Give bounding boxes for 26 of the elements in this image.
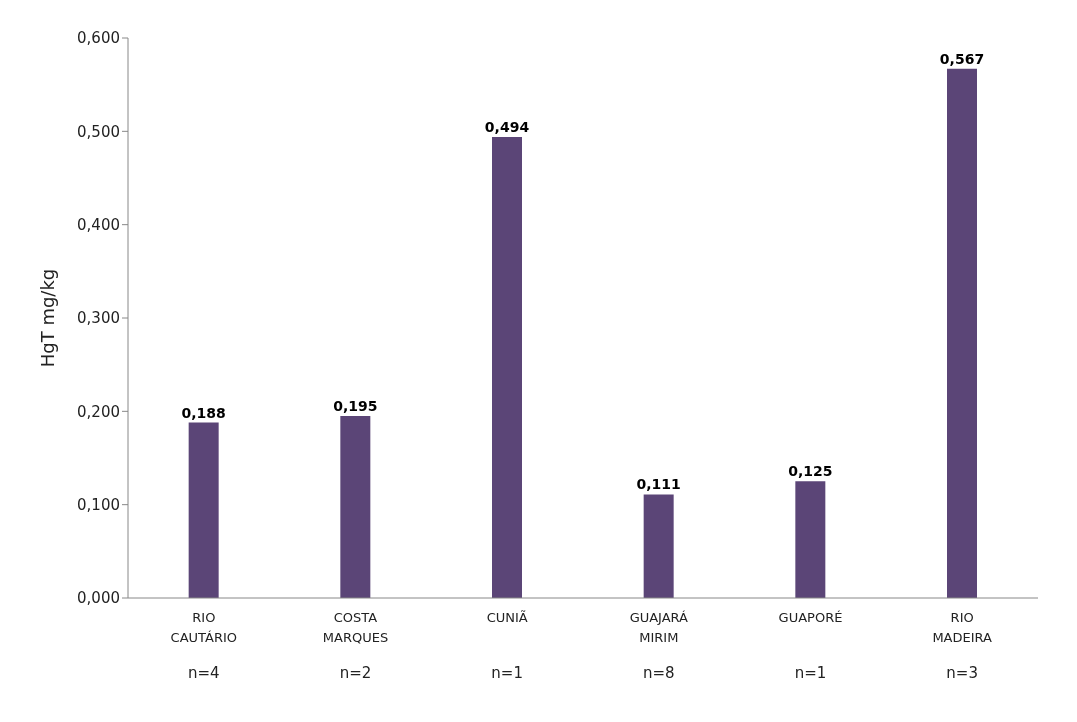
y-axis-title: HgT mg/kg bbox=[37, 268, 59, 368]
bar bbox=[340, 416, 371, 598]
y-tick-label: 0,000 bbox=[77, 589, 120, 608]
bar bbox=[188, 422, 219, 598]
y-tick-label: 0,400 bbox=[77, 215, 120, 234]
category-label: CUNIÃ n=1 bbox=[486, 610, 528, 682]
data-label: 0,111 bbox=[636, 476, 681, 493]
category-label: RIO MADEIRA n=3 bbox=[932, 610, 992, 682]
bar bbox=[492, 136, 522, 598]
category-label: COSTA MARQUES n=2 bbox=[322, 610, 389, 682]
bar bbox=[643, 494, 674, 598]
y-tick-label: 0,500 bbox=[77, 122, 120, 141]
y-tick-label: 0,600 bbox=[77, 29, 120, 48]
data-label: 0,567 bbox=[939, 50, 985, 67]
data-label: 0,195 bbox=[333, 398, 378, 414]
category-label: GUAPORÉ n=1 bbox=[778, 610, 843, 682]
bar bbox=[947, 68, 977, 598]
data-label: 0,494 bbox=[484, 118, 530, 135]
y-tick-label: 0,100 bbox=[77, 495, 120, 514]
category-label: RIO CAUTÁRIO n=4 bbox=[170, 610, 238, 682]
data-label: 0,188 bbox=[181, 404, 226, 421]
y-tick-label: 0,300 bbox=[77, 309, 120, 328]
y-tick-label: 0,200 bbox=[77, 402, 120, 421]
bar bbox=[795, 481, 826, 598]
category-label: GUAJARÁ MIRIM n=8 bbox=[629, 610, 689, 682]
data-label: 0,125 bbox=[788, 463, 833, 480]
